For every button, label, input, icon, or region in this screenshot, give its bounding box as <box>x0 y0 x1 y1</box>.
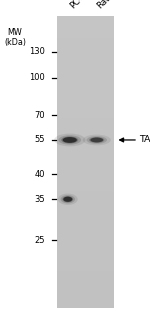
Bar <box>57 133 114 140</box>
Bar <box>57 97 114 104</box>
Bar <box>57 125 114 133</box>
Bar <box>57 293 114 301</box>
Bar <box>57 45 114 52</box>
Ellipse shape <box>63 137 77 143</box>
Ellipse shape <box>62 196 73 202</box>
Text: 130: 130 <box>29 47 45 56</box>
Text: TAB1: TAB1 <box>140 135 150 145</box>
Text: 100: 100 <box>29 73 45 82</box>
Ellipse shape <box>87 136 107 144</box>
Bar <box>57 16 114 23</box>
Bar <box>57 31 114 38</box>
Bar <box>57 301 114 308</box>
Ellipse shape <box>63 197 72 202</box>
Bar <box>57 16 114 308</box>
Bar <box>57 242 114 249</box>
Text: 55: 55 <box>34 135 45 145</box>
Text: 40: 40 <box>34 170 45 179</box>
Bar <box>57 104 114 111</box>
Text: MW
(kDa): MW (kDa) <box>4 28 26 47</box>
Ellipse shape <box>58 193 78 205</box>
Bar <box>57 272 114 279</box>
Bar <box>57 213 114 220</box>
Text: 35: 35 <box>34 195 45 204</box>
Bar <box>57 147 114 155</box>
Bar <box>57 220 114 227</box>
Bar <box>57 89 114 96</box>
Ellipse shape <box>58 135 81 145</box>
Ellipse shape <box>54 133 86 146</box>
Ellipse shape <box>61 136 78 144</box>
Bar <box>57 155 114 162</box>
Bar <box>57 53 114 60</box>
Bar <box>57 198 114 206</box>
Bar <box>57 227 114 235</box>
Ellipse shape <box>83 135 111 145</box>
Bar <box>57 286 114 293</box>
Bar <box>57 140 114 147</box>
Ellipse shape <box>90 138 103 143</box>
Bar <box>57 191 114 198</box>
Bar <box>57 279 114 286</box>
Text: Rat-2: Rat-2 <box>96 0 118 10</box>
Ellipse shape <box>61 195 75 203</box>
Text: 25: 25 <box>34 236 45 245</box>
Bar <box>57 162 114 169</box>
Bar <box>57 60 114 67</box>
Bar <box>57 264 114 272</box>
Text: 70: 70 <box>34 110 45 120</box>
Bar <box>57 75 114 82</box>
Bar <box>57 111 114 118</box>
Bar <box>57 118 114 125</box>
Bar <box>57 249 114 257</box>
Ellipse shape <box>89 137 104 143</box>
Bar <box>57 177 114 184</box>
Bar <box>57 169 114 177</box>
Bar <box>57 184 114 191</box>
Bar <box>57 235 114 242</box>
Bar <box>57 206 114 213</box>
Bar <box>57 67 114 75</box>
Bar <box>57 38 114 45</box>
Text: PC-12: PC-12 <box>69 0 93 10</box>
Bar <box>57 257 114 264</box>
Bar <box>57 82 114 89</box>
Bar <box>57 24 114 31</box>
